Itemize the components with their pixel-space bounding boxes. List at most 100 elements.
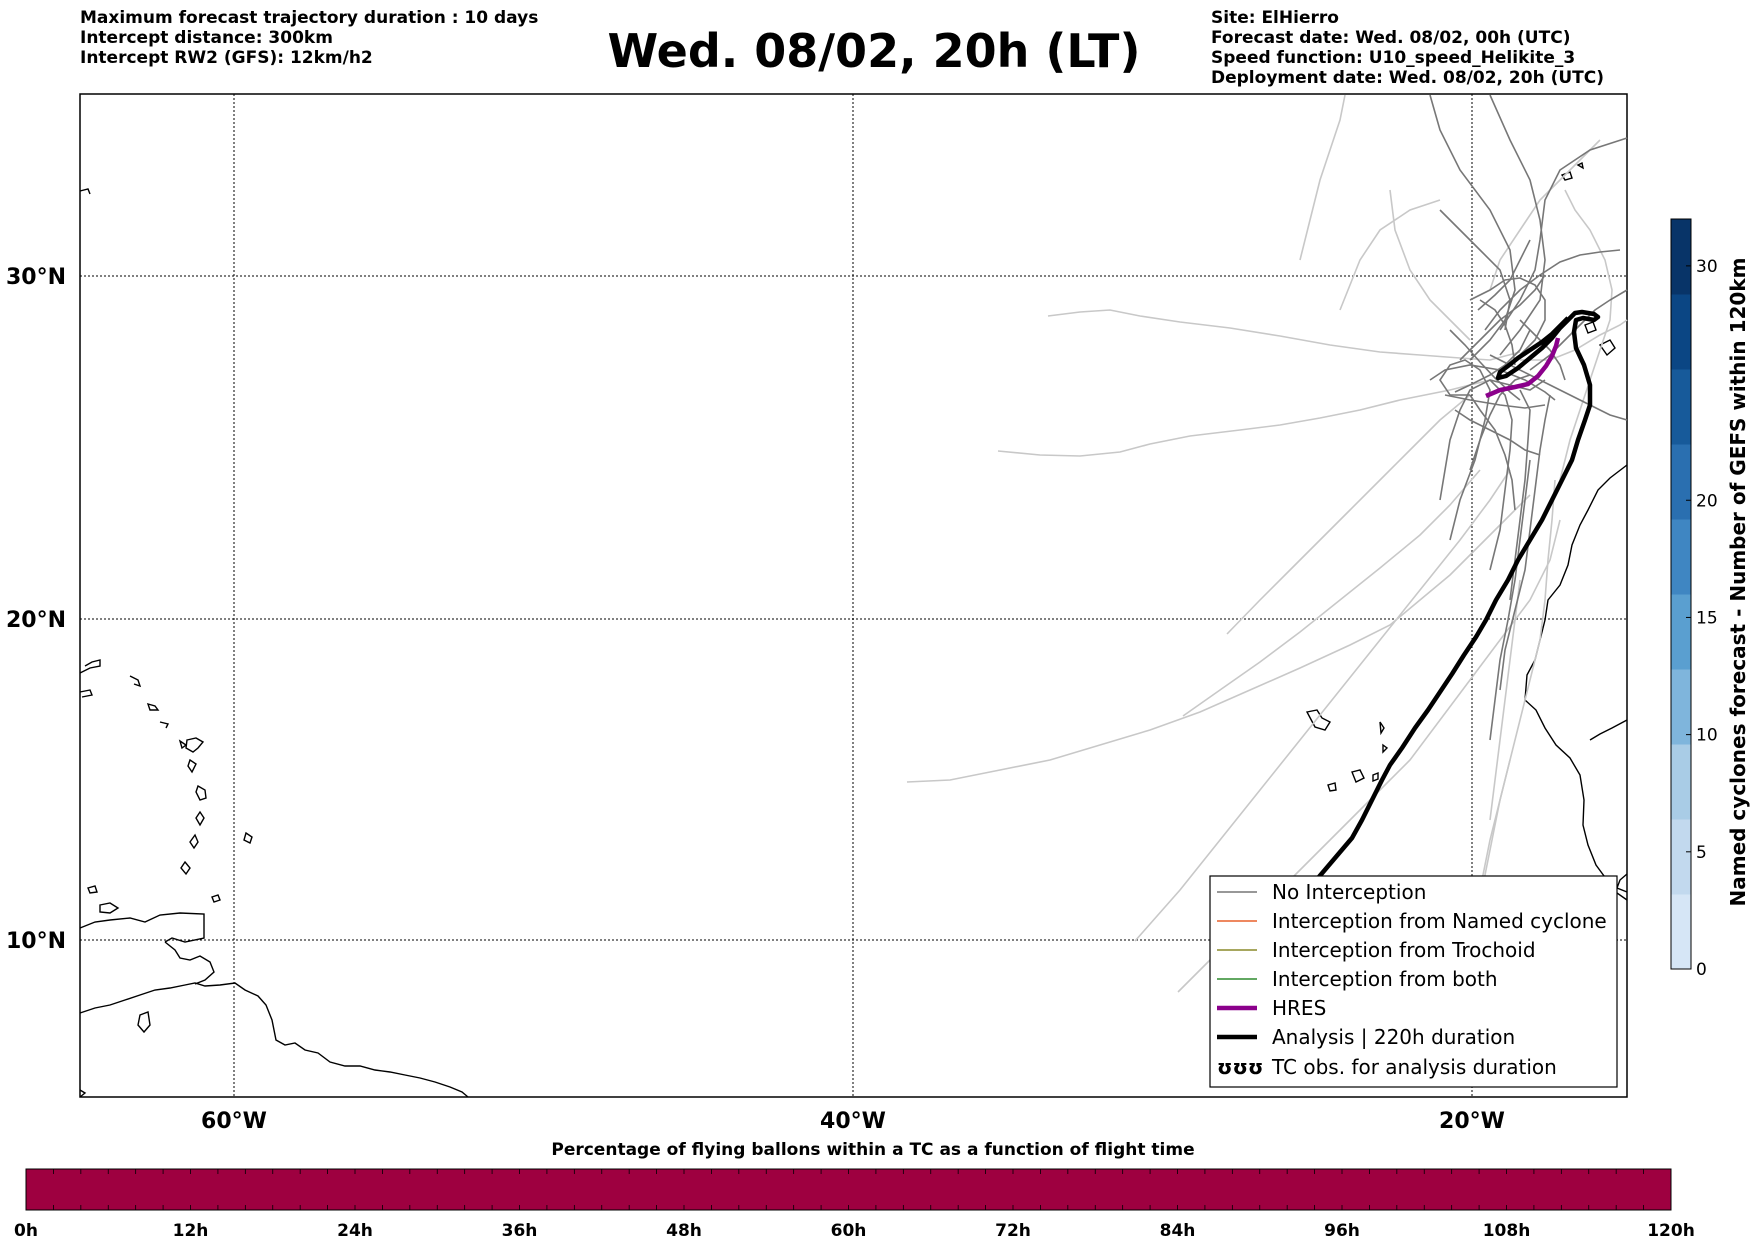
legend-label-named-cyclone: Interception from Named cyclone	[1272, 909, 1607, 933]
percentage-bar-ticks: 0h 12h 24h 36h 48h 60h 72h 84h 96h 108h 120h	[14, 1169, 1695, 1241]
cv-fogo	[1327, 782, 1337, 792]
traj-dark-21	[1449, 329, 1521, 401]
coastline-africa	[1305, 161, 1628, 901]
intercept-rw2-text: Intercept RW2 (GFS): 12km/h2	[80, 48, 373, 68]
lat-label-20n: 20°N	[6, 608, 66, 633]
colorbar-segment	[1671, 444, 1691, 520]
forecast-parameters: Maximum forecast trajectory duration : 1…	[80, 8, 538, 68]
traj-dark-2	[1489, 94, 1546, 356]
traj-light-11	[1479, 479, 1556, 901]
traj-dark-13	[1509, 389, 1531, 601]
coastline-caribbean	[79, 188, 469, 1098]
island-stvincent	[189, 833, 199, 850]
traj-dark-25	[1477, 239, 1531, 311]
page-title: Wed. 08/02, 20h (LT)	[0, 24, 1752, 78]
colorbar-segment	[1671, 369, 1691, 445]
percentage-tick-label: 108h	[1483, 1221, 1531, 1241]
legend-label-no-interception: No Interception	[1272, 880, 1426, 904]
percentage-tick-label: 84h	[1160, 1221, 1196, 1241]
map-legend: No Interception Interception from Named …	[1209, 875, 1618, 1088]
forecast-date-text: Forecast date: Wed. 08/02, 00h (UTC)	[1211, 28, 1571, 48]
legend-label-both: Interception from both	[1272, 967, 1498, 991]
island-c	[129, 675, 142, 688]
colorbar-segment	[1671, 294, 1691, 370]
percentage-tick-label: 12h	[173, 1221, 209, 1241]
traj-dark-7	[1489, 354, 1628, 421]
percentage-bar	[25, 1168, 1672, 1211]
legend-label-tc-obs: TC obs. for analysis duration	[1271, 1055, 1557, 1079]
deployment-date-text: Deployment date: Wed. 08/02, 20h (UTC)	[1211, 68, 1605, 88]
lon-label-20w: 20°W	[1439, 1109, 1505, 1134]
legend-label-hres: HRES	[1272, 996, 1326, 1020]
traj-dark-11	[1499, 394, 1551, 691]
traj-dark-19	[1454, 409, 1541, 456]
traj-light-8	[1299, 94, 1346, 261]
colorbar-segment	[1671, 669, 1691, 745]
colorbar-segment	[1671, 594, 1691, 670]
traj-light-3	[906, 494, 1531, 783]
traj-dark-24	[1519, 319, 1566, 381]
colorbar-tick-label: 5	[1696, 843, 1707, 863]
traj-light-13	[1559, 189, 1613, 481]
cv-sal	[1379, 721, 1385, 736]
colorbar-label: Named cyclones forecast - Number of GEFS…	[1726, 258, 1750, 907]
title-text: Wed. 08/02, 20h (LT)	[607, 24, 1141, 78]
colorbar-tick-label: 20	[1696, 491, 1718, 511]
traj-dark-12	[1489, 459, 1531, 741]
traj-dark-10	[1489, 379, 1513, 571]
colorbar-tick-label: 30	[1696, 257, 1718, 277]
percentage-tick-label: 60h	[831, 1221, 867, 1241]
percentage-tick-label: 0h	[14, 1221, 38, 1241]
west-africa-coast	[1524, 464, 1628, 901]
colorbar-tick-label: 10	[1696, 726, 1718, 746]
cv-boavista	[1382, 743, 1389, 754]
legend-box	[1209, 875, 1618, 1088]
traj-light-2	[997, 379, 1491, 457]
island-azores-west	[79, 188, 91, 195]
island-dominica	[187, 758, 197, 774]
south-america-coast	[79, 982, 469, 1098]
traj-dark-20	[1469, 394, 1516, 511]
colorbar-segment	[1671, 744, 1691, 820]
lat-label-10n: 10°N	[6, 929, 66, 954]
colorbar-segment	[1671, 219, 1691, 295]
venezuela-coast	[79, 912, 205, 943]
site-info: Site: ElHierro Forecast date: Wed. 08/02…	[1211, 8, 1604, 88]
traj-light-15	[1339, 199, 1441, 311]
traj-dark-16	[1469, 277, 1546, 356]
percentage-tick-label: 36h	[502, 1221, 538, 1241]
traj-dark-14	[1469, 374, 1531, 471]
traj-dark-1	[1429, 94, 1516, 361]
island-b	[79, 689, 93, 698]
island-martinique	[195, 784, 207, 801]
traj-light-16	[1489, 579, 1521, 821]
traj-light-1	[1047, 309, 1521, 361]
traj-dark-22	[1454, 329, 1531, 393]
hres-trajectory	[1485, 337, 1561, 399]
island-barbados	[243, 831, 253, 844]
colorbar-tick-label: 0	[1696, 960, 1707, 980]
senegal-river	[1589, 719, 1628, 741]
island-guadeloupe	[185, 737, 205, 753]
canary-gran-canaria	[1584, 321, 1597, 334]
island-stlucia	[195, 810, 205, 827]
cyclone-colorbar: 0 5 10 15 20 30	[1670, 218, 1718, 980]
ensemble-dark-trajectories	[1429, 94, 1628, 741]
lat-label-30n: 30°N	[6, 265, 66, 290]
traj-light-7	[1182, 469, 1481, 717]
cv-santiago	[1351, 769, 1365, 783]
legend-swatch-tc-obs: ʊʊʊ	[1217, 1055, 1263, 1079]
traj-light-4	[1134, 469, 1511, 942]
traj-dark-3	[1499, 137, 1628, 331]
legend-label-analysis: Analysis | 220h duration	[1272, 1025, 1515, 1049]
coast-corner	[79, 1089, 87, 1098]
traj-dark-5	[1484, 249, 1621, 331]
colorbar-segment	[1671, 894, 1691, 970]
analysis-trajectory	[1316, 309, 1601, 880]
colorbar-tick-label: 15	[1696, 608, 1718, 628]
intercept-distance-text: Intercept distance: 300km	[80, 28, 333, 48]
traj-light-6	[1226, 394, 1471, 635]
traj-light-10	[1520, 319, 1628, 361]
island-grenada	[180, 860, 191, 876]
